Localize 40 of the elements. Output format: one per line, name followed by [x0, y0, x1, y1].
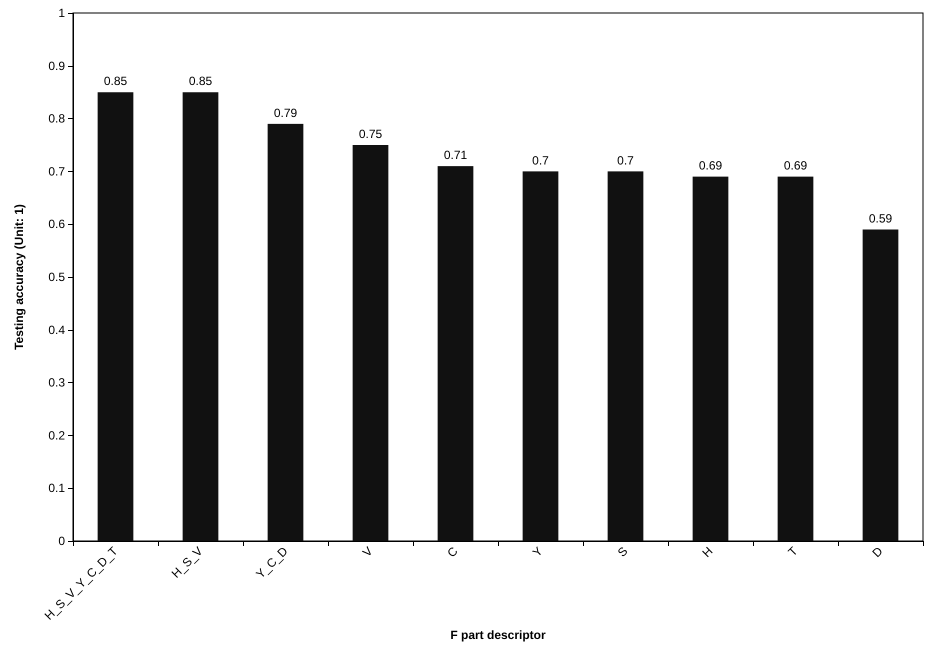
data-label: 0.7: [617, 153, 634, 168]
y-tick-label: 0.8: [48, 112, 66, 126]
y-tick-label: 0.6: [48, 217, 66, 232]
y-tick-label: 0.2: [48, 428, 66, 442]
data-label: 0.59: [868, 211, 892, 226]
x-tick-label: D: [869, 544, 886, 560]
bar: [352, 145, 388, 541]
y-tick-label: 0.7: [48, 164, 66, 178]
data-label: 0.85: [104, 74, 128, 88]
bar: [692, 176, 728, 541]
x-tick-label: V: [360, 544, 376, 560]
data-label: 0.69: [698, 158, 722, 173]
bar: [778, 176, 814, 541]
y-tick-label: 1: [58, 6, 66, 20]
bar: [98, 92, 134, 541]
data-label: 0.69: [784, 158, 808, 173]
x-tick-label: T: [785, 544, 801, 560]
data-label: 0.7: [532, 153, 550, 168]
x-tick-label: Y: [530, 544, 546, 560]
bar: [182, 92, 218, 541]
data-label: 0.71: [444, 148, 468, 162]
x-tick-label: S: [614, 544, 630, 560]
y-tick-label: 0.1: [48, 481, 66, 496]
bar: [438, 166, 474, 541]
bar: [862, 229, 898, 541]
y-axis-title: Testing accuracy (Unit: 1): [12, 204, 26, 350]
data-label: 0.85: [188, 74, 212, 88]
data-label: 0.79: [274, 106, 298, 120]
y-tick-label: 0: [58, 534, 66, 548]
x-tick-label: H: [699, 544, 716, 560]
x-axis-title: F part descriptor: [450, 628, 546, 642]
data-label: 0.75: [358, 127, 382, 141]
y-tick-label: 0.3: [48, 376, 66, 390]
bar: [268, 124, 304, 541]
x-tick-label: C: [444, 544, 461, 560]
y-tick-label: 0.9: [48, 58, 66, 73]
y-tick-label: 0.5: [48, 270, 66, 284]
bar: [522, 171, 558, 541]
y-tick-label: 0.4: [48, 322, 66, 337]
bar: [608, 171, 644, 541]
